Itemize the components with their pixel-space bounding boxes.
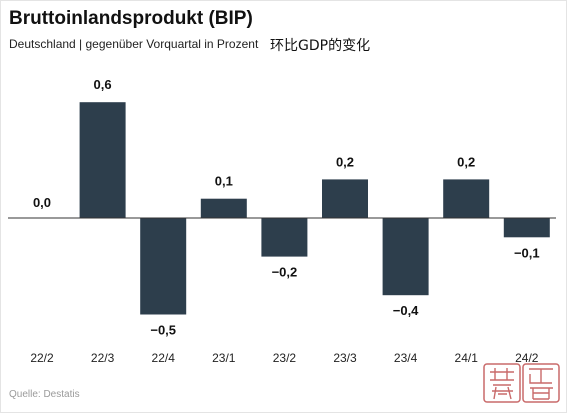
category-label-22-2: 22/2: [30, 351, 54, 365]
value-label-23-2: −0,2: [272, 265, 298, 280]
value-label-22-3: 0,6: [94, 77, 112, 92]
source-note: Quelle: Destatis: [9, 389, 80, 400]
bar-24-1: [443, 179, 490, 218]
value-label-24-2: −0,1: [514, 245, 540, 260]
value-label-23-4: −0,4: [393, 303, 419, 318]
value-label-24-1: 0,2: [457, 154, 475, 169]
annotation-note: 环比GDP的变化: [270, 38, 371, 54]
bar-22-3: [79, 102, 126, 218]
value-labels-group: 0,0 0,6 −0,5 0,1 −0,2 0,2 −0,4 0,2 −0,1: [33, 77, 540, 337]
bar-23-2: [261, 218, 308, 257]
seal-stamp: [483, 363, 560, 403]
value-label-23-1: 0,1: [215, 174, 233, 189]
category-label-23-1: 23/1: [212, 351, 236, 365]
bars-group: [79, 102, 550, 315]
value-label-22-2: 0,0: [33, 195, 51, 210]
category-label-23-3: 23/3: [333, 351, 357, 365]
chart-title: Bruttoinlandsprodukt (BIP): [9, 8, 253, 29]
category-label-22-3: 22/3: [91, 351, 115, 365]
value-label-23-3: 0,2: [336, 154, 354, 169]
bar-23-4: [382, 218, 429, 296]
category-label-24-2: 24/2: [515, 351, 539, 365]
category-label-23-2: 23/2: [273, 351, 297, 365]
bar-24-2: [503, 218, 550, 238]
bar-22-4: [140, 218, 187, 315]
category-label-22-4: 22/4: [152, 351, 176, 365]
bar-23-3: [322, 179, 368, 218]
value-label-22-4: −0,5: [150, 323, 176, 338]
category-labels-group: 22/2 22/3 22/4 23/1 23/2 23/3 23/4 24/1 24/2: [30, 351, 538, 365]
category-label-24-1: 24/1: [455, 351, 479, 365]
category-label-23-4: 23/4: [394, 351, 418, 365]
bar-23-1: [200, 198, 247, 218]
chart-subtitle: Deutschland | gegenüber Vorquartal in Pr…: [9, 37, 259, 51]
